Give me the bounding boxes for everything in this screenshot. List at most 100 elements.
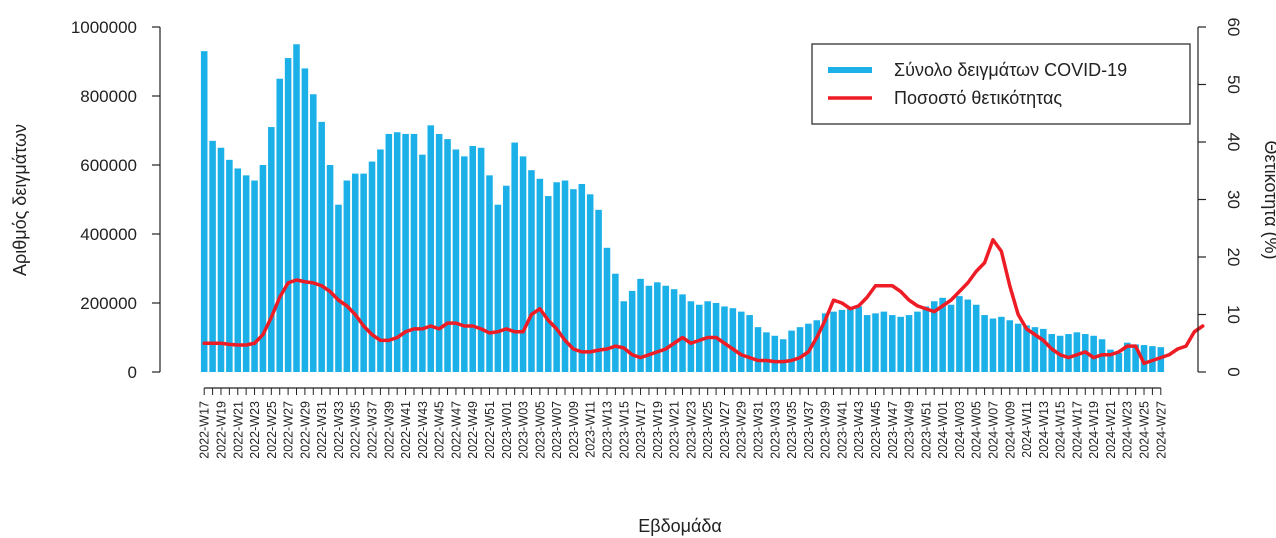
x-tick-label-2024-W09: 2024-W09 [1003, 401, 1017, 459]
x-tick-label-2023-W05: 2023-W05 [533, 401, 547, 459]
bar-2022-W46 [444, 139, 451, 372]
x-tick-label-2023-W51: 2023-W51 [919, 401, 933, 459]
x-axis-title: Εβδομάδα [638, 516, 722, 536]
x-tick-label-2022-W27: 2022-W27 [282, 401, 296, 459]
bar-2022-W38 [377, 149, 384, 372]
x-tick-label-2024-W03: 2024-W03 [953, 401, 967, 459]
legend-box [811, 43, 1191, 125]
bar-2024-W07 [989, 318, 997, 372]
bar-2023-W23 [687, 301, 695, 372]
left-tick-label-200000: 200000 [80, 294, 137, 313]
bar-2022-W41 [402, 133, 409, 372]
bar-2023-W11 [586, 194, 594, 372]
bar-2024-W03 [956, 296, 963, 372]
x-tick-label-2024-W11: 2024-W11 [1020, 401, 1034, 458]
x-tick-label-2023-W23: 2023-W23 [684, 401, 698, 459]
bar-2023-W38 [813, 320, 821, 372]
bar-2023-W43 [855, 306, 862, 372]
right-tick-label-50: 50 [1224, 75, 1243, 94]
bar-2022-W51 [486, 175, 493, 372]
x-tick-label-2023-W19: 2023-W19 [651, 401, 665, 459]
bar-2022-W48 [461, 156, 468, 373]
bar-2024-W23 [1123, 342, 1131, 372]
bar-2022-W28 [293, 44, 300, 372]
left-axis: 0 200000 400000 600000 800000 1000000 [71, 18, 161, 382]
bar-2022-W20 [226, 159, 233, 372]
bar-2022-W35 [351, 173, 359, 372]
bar-2023-W09 [570, 189, 577, 372]
bar-2023-W34 [779, 339, 787, 372]
bar-2023-W21 [670, 289, 678, 372]
bar-2023-W05 [536, 178, 544, 372]
left-tick-label-400000: 400000 [80, 225, 137, 244]
bar-2023-W40 [830, 311, 837, 373]
bar-2024-W17 [1073, 332, 1081, 372]
x-tick-label-2023-W03: 2023-W03 [517, 401, 531, 459]
left-tick-label-600000: 600000 [80, 156, 137, 175]
bar-2024-W08 [998, 316, 1005, 372]
bar-2023-W32 [763, 332, 770, 372]
x-tick-label-2023-W25: 2023-W25 [701, 401, 715, 459]
bar-2022-W19 [217, 147, 225, 372]
x-tick-label-2023-W21: 2023-W21 [668, 401, 682, 459]
x-tick-label-2023-W09: 2023-W09 [567, 401, 581, 459]
x-tick-label-2023-W11: 2023-W11 [584, 401, 598, 458]
right-tick-label-40: 40 [1224, 133, 1243, 152]
bar-2023-W42 [847, 308, 854, 372]
bar-2023-W29 [737, 311, 745, 373]
bar-2022-W50 [477, 147, 485, 372]
bar-2023-W24 [696, 304, 703, 372]
x-tick-label-2023-W45: 2023-W45 [869, 401, 883, 459]
bar-2023-W16 [628, 290, 636, 372]
x-tick-label-2022-W29: 2022-W29 [298, 401, 312, 459]
bar-2023-W07 [553, 182, 560, 372]
bar-2022-W34 [343, 180, 351, 372]
bar-2023-W28 [729, 308, 737, 372]
x-tick-label-2023-W13: 2023-W13 [600, 401, 614, 459]
x-tick-label-2023-W29: 2023-W29 [735, 401, 749, 459]
right-tick-label-30: 30 [1224, 190, 1243, 209]
bar-2023-W12 [595, 209, 602, 372]
x-tick-label-2022-W45: 2022-W45 [433, 401, 447, 459]
x-tick-label-2022-W21: 2022-W21 [231, 401, 245, 459]
x-axis: 2022-W17 2022-W19 2022-W21 2022-W23 2022-W25… [198, 387, 1168, 459]
bar-2023-W01 [503, 185, 510, 372]
bar-2022-W26 [276, 78, 283, 372]
bar-2023-W33 [771, 335, 779, 372]
left-tick-label-0: 0 [128, 363, 137, 382]
bar-2024-W12 [1031, 327, 1039, 372]
x-tick-label-2022-W19: 2022-W19 [214, 401, 228, 459]
bar-2023-W47 [889, 315, 896, 372]
bar-2023-W37 [805, 323, 812, 372]
bar-2022-W45 [435, 133, 443, 372]
bar-2024-W02 [947, 304, 955, 372]
x-tick-label-2024-W21: 2024-W21 [1104, 401, 1118, 459]
right-tick-label-0: 0 [1224, 367, 1243, 376]
bar-2023-W06 [544, 196, 552, 372]
bar-2024-W01 [939, 297, 946, 372]
bar-2022-W31 [318, 121, 325, 373]
positivity-line [202, 238, 1205, 366]
x-tick-label-2024-W23: 2024-W23 [1121, 401, 1135, 459]
left-tick-label-800000: 800000 [80, 87, 137, 106]
bar-2023-W14 [612, 273, 619, 372]
right-tick-label-20: 20 [1224, 248, 1243, 267]
bar-2022-W24 [259, 165, 267, 372]
bar-2024-W05 [972, 304, 980, 372]
bar-2023-W31 [754, 327, 762, 372]
bar-2022-W29 [301, 68, 309, 373]
x-tick-label-2022-W47: 2022-W47 [449, 401, 463, 459]
x-tick-label-2023-W47: 2023-W47 [886, 401, 900, 459]
bar-2023-W35 [788, 330, 795, 372]
bar-2023-W39 [821, 313, 829, 372]
right-tick-label-10: 10 [1224, 305, 1243, 324]
bar-2023-W52 [930, 301, 938, 372]
left-tick-label-1000000: 1000000 [71, 18, 137, 37]
positivity-line-group [202, 238, 1205, 366]
x-tick-label-2022-W39: 2022-W39 [382, 401, 396, 459]
x-tick-label-2023-W37: 2023-W37 [802, 401, 816, 459]
x-tick-label-2022-W37: 2022-W37 [366, 401, 380, 459]
bar-2023-W13 [603, 247, 611, 372]
bar-2022-W17 [200, 51, 208, 373]
x-tick-label-2024-W01: 2024-W01 [936, 401, 950, 459]
